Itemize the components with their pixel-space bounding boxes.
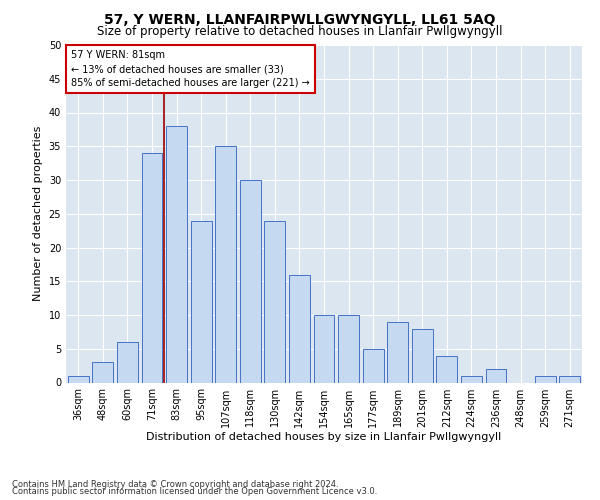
Bar bbox=[289, 274, 310, 382]
Text: 57 Y WERN: 81sqm
← 13% of detached houses are smaller (33)
85% of semi-detached : 57 Y WERN: 81sqm ← 13% of detached house… bbox=[71, 50, 310, 88]
Bar bbox=[461, 376, 482, 382]
Bar bbox=[338, 315, 359, 382]
Text: Contains HM Land Registry data © Crown copyright and database right 2024.: Contains HM Land Registry data © Crown c… bbox=[12, 480, 338, 489]
Bar bbox=[68, 376, 89, 382]
Bar bbox=[485, 369, 506, 382]
Bar bbox=[535, 376, 556, 382]
Bar bbox=[412, 328, 433, 382]
Y-axis label: Number of detached properties: Number of detached properties bbox=[33, 126, 43, 302]
Bar bbox=[314, 315, 334, 382]
Bar bbox=[191, 220, 212, 382]
Bar bbox=[92, 362, 113, 382]
Bar bbox=[362, 349, 383, 382]
X-axis label: Distribution of detached houses by size in Llanfair Pwllgwyngyll: Distribution of detached houses by size … bbox=[146, 432, 502, 442]
Text: Contains public sector information licensed under the Open Government Licence v3: Contains public sector information licen… bbox=[12, 488, 377, 496]
Bar bbox=[166, 126, 187, 382]
Bar bbox=[559, 376, 580, 382]
Bar bbox=[387, 322, 408, 382]
Bar bbox=[265, 220, 286, 382]
Text: 57, Y WERN, LLANFAIRPWLLGWYNGYLL, LL61 5AQ: 57, Y WERN, LLANFAIRPWLLGWYNGYLL, LL61 5… bbox=[104, 12, 496, 26]
Bar bbox=[240, 180, 261, 382]
Text: Size of property relative to detached houses in Llanfair Pwllgwyngyll: Size of property relative to detached ho… bbox=[97, 25, 503, 38]
Bar bbox=[142, 153, 163, 382]
Bar bbox=[117, 342, 138, 382]
Bar bbox=[215, 146, 236, 382]
Bar bbox=[436, 356, 457, 382]
